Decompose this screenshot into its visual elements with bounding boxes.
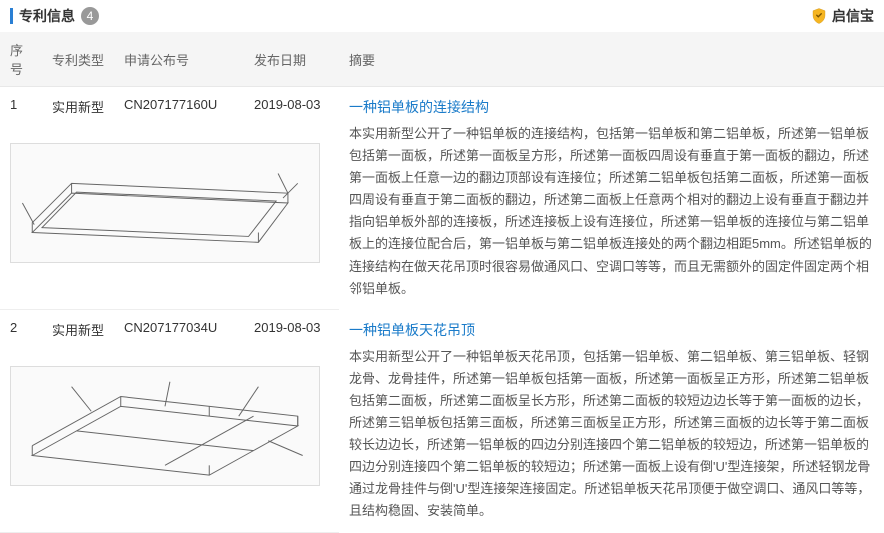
cell-type: 实用新型 — [42, 87, 114, 137]
patent-diagram — [10, 143, 320, 263]
patent-description: 本实用新型公开了一种铝单板的连接结构，包括第一铝单板和第二铝单板，所述第一铝单板… — [349, 123, 874, 300]
cell-pubno: CN207177034U — [114, 310, 244, 360]
brand-name: 启信宝 — [832, 6, 874, 26]
cell-index: 2 — [0, 310, 42, 360]
cell-abstract: 一种铝单板的连接结构 本实用新型公开了一种铝单板的连接结构，包括第一铝单板和第二… — [339, 87, 884, 310]
col-date: 发布日期 — [244, 32, 339, 87]
section-title: 专利信息 — [19, 6, 75, 26]
diagram-cell — [0, 137, 339, 310]
patent-title-link[interactable]: 一种铝单板的连接结构 — [349, 97, 874, 117]
section-header: 专利信息 4 启信宝 — [0, 0, 884, 32]
col-type: 专利类型 — [42, 32, 114, 87]
shield-icon — [810, 7, 828, 25]
patent-description: 本实用新型公开了一种铝单板天花吊顶，包括第一铝单板、第二铝单板、第三铝单板、轻钢… — [349, 346, 874, 523]
table-header-row: 序号 专利类型 申请公布号 发布日期 摘要 — [0, 32, 884, 87]
col-index: 序号 — [0, 32, 42, 87]
table-row: 1 实用新型 CN207177160U 2019-08-03 一种铝单板的连接结… — [0, 87, 884, 137]
diagram-cell — [0, 360, 339, 533]
cell-date: 2019-08-03 — [244, 87, 339, 137]
cell-type: 实用新型 — [42, 310, 114, 360]
col-pubno: 申请公布号 — [114, 32, 244, 87]
header-left: 专利信息 4 — [10, 6, 99, 26]
cell-index: 1 — [0, 87, 42, 137]
table-row: 2 实用新型 CN207177034U 2019-08-03 一种铝单板天花吊顶… — [0, 310, 884, 360]
accent-bar — [10, 8, 13, 24]
patent-table: 序号 专利类型 申请公布号 发布日期 摘要 1 实用新型 CN207177160… — [0, 32, 884, 533]
cell-pubno: CN207177160U — [114, 87, 244, 137]
patent-title-link[interactable]: 一种铝单板天花吊顶 — [349, 320, 874, 340]
cell-abstract: 一种铝单板天花吊顶 本实用新型公开了一种铝单板天花吊顶，包括第一铝单板、第二铝单… — [339, 310, 884, 533]
brand: 启信宝 — [810, 6, 874, 26]
count-badge: 4 — [81, 7, 99, 25]
col-abstract: 摘要 — [339, 32, 884, 87]
patent-diagram — [10, 366, 320, 486]
cell-date: 2019-08-03 — [244, 310, 339, 360]
